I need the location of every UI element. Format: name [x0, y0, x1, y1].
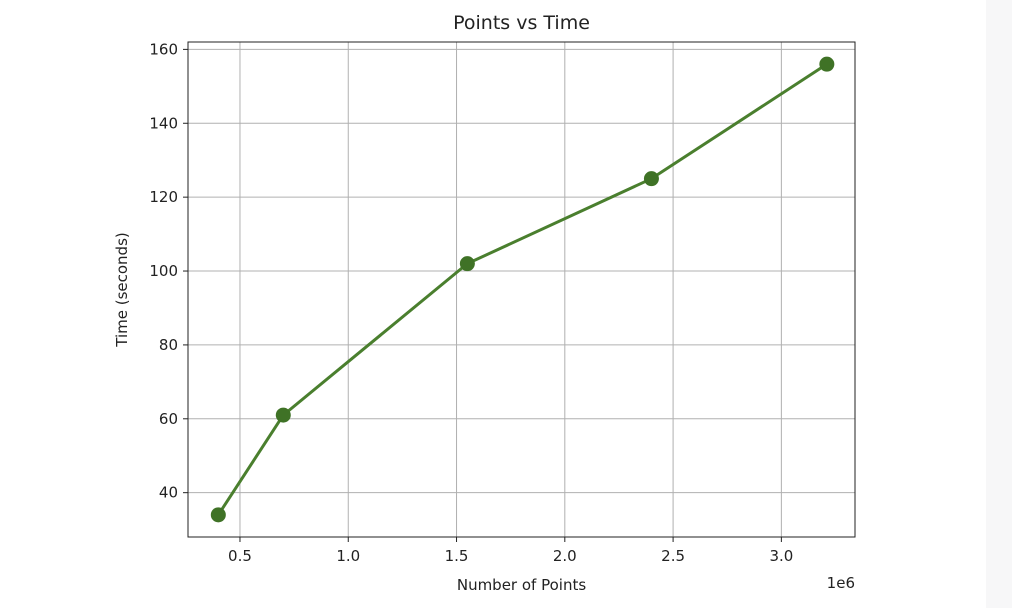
plot-frame [187, 41, 856, 538]
y-tick-label: 120 [149, 188, 178, 206]
x-tick-label: 2.5 [661, 547, 685, 565]
x-tick-label: 1.5 [445, 547, 469, 565]
data-point [643, 171, 659, 187]
x-axis-offset-label: 1e6 [827, 574, 855, 592]
x-tick-label: 3.0 [769, 547, 793, 565]
ticks: 0.5 1.0 1.5 2.0 2.5 3.0 40 60 80 100 120 140 160 [149, 40, 793, 565]
y-tick-label: 100 [149, 262, 178, 280]
y-tick-label: 60 [159, 410, 178, 428]
data-point [819, 56, 835, 72]
x-tick-label: 1.0 [336, 547, 360, 565]
data-point [210, 507, 226, 523]
series-layer [210, 56, 835, 523]
y-axis-label: Time (seconds) [113, 232, 131, 348]
x-tick-label: 2.0 [553, 547, 577, 565]
series-line [217, 62, 828, 516]
scroll-gutter [986, 0, 1012, 608]
data-point [275, 407, 291, 423]
data-point [459, 256, 475, 272]
y-tick-label: 40 [159, 484, 178, 502]
grid [188, 42, 855, 537]
y-tick-label: 80 [159, 336, 178, 354]
y-tick-label: 160 [149, 40, 178, 58]
y-tick-label: 140 [149, 114, 178, 132]
x-tick-label: 0.5 [228, 547, 252, 565]
x-axis-label: Number of Points [457, 576, 586, 594]
chart-title: Points vs Time [453, 12, 590, 34]
